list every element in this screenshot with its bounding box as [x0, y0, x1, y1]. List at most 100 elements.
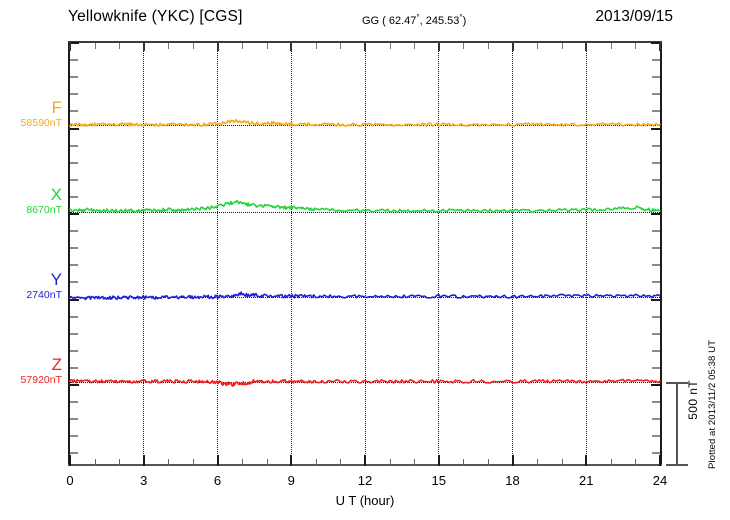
- y-tick-right-8: [652, 178, 660, 181]
- x-tick-top-23: [635, 43, 637, 49]
- x-tick-22: [610, 459, 612, 466]
- x-tick-top-19: [537, 43, 539, 49]
- y-tick-left-24: [70, 452, 78, 455]
- scale-bar-stem: [676, 382, 678, 466]
- x-tick-24: [659, 455, 661, 466]
- scale-bar-label: 500 nT: [686, 380, 700, 420]
- component-letter-z: Z: [51, 355, 62, 374]
- y-tick-left-5: [70, 127, 79, 130]
- x-tick-5: [192, 459, 194, 466]
- y-tick-left-17: [70, 332, 78, 335]
- coords-mid: , 245.53: [419, 15, 460, 27]
- plotted-at-stamp: Plotted at 2013/11/2 05:38 UT: [707, 340, 718, 469]
- gridline-hour-15: [438, 43, 440, 464]
- y-tick-left-1: [70, 59, 78, 62]
- y-tick-right-4: [652, 110, 660, 113]
- component-label-y: Y 2740nT: [0, 271, 62, 302]
- x-tick-3: [142, 455, 145, 466]
- x-tick-label-3: 3: [140, 473, 148, 488]
- x-tick-top-24: [659, 43, 661, 51]
- component-value-z: 57920nT: [20, 374, 62, 386]
- baseline-z: [70, 382, 660, 383]
- component-value-x: 8670nT: [26, 204, 62, 216]
- y-tick-right-12: [652, 247, 660, 250]
- page-title: Yellowknife (YKC) [CGS]: [68, 8, 243, 25]
- y-tick-left-4: [70, 110, 78, 113]
- y-tick-right-10: [651, 213, 660, 215]
- y-tick-left-3: [70, 93, 78, 96]
- x-tick-top-11: [340, 43, 342, 49]
- baseline-f: [70, 125, 660, 126]
- y-tick-right-19: [652, 366, 660, 369]
- gridline-hour-3: [143, 43, 145, 464]
- component-value-f: 58590nT: [20, 117, 62, 129]
- x-tick-top-4: [168, 43, 170, 49]
- y-tick-right-7: [652, 161, 660, 164]
- y-tick-left-21: [70, 401, 78, 404]
- y-tick-left-9: [70, 195, 78, 198]
- y-tick-left-6: [70, 144, 78, 147]
- y-tick-left-14: [70, 281, 78, 284]
- x-tick-2: [119, 459, 121, 466]
- y-tick-left-7: [70, 161, 78, 164]
- component-label-x: X 8670nT: [0, 186, 62, 217]
- x-tick-top-13: [389, 43, 391, 49]
- x-tick-20: [561, 459, 563, 466]
- x-tick-top-5: [192, 43, 194, 49]
- gridline-hour-12: [364, 43, 367, 464]
- x-tick-top-1: [94, 43, 96, 49]
- y-tick-right-0: [651, 42, 660, 44]
- x-tick-top-18: [511, 43, 514, 51]
- y-tick-left-15: [70, 298, 79, 301]
- x-tick-top-6: [216, 43, 219, 51]
- x-tick-top-17: [487, 43, 489, 49]
- x-tick-13: [389, 459, 391, 466]
- x-tick-10: [315, 459, 317, 466]
- y-tick-left-2: [70, 76, 78, 79]
- x-tick-4: [168, 459, 170, 466]
- gridline-hour-18: [512, 43, 514, 464]
- x-tick-1: [94, 459, 96, 466]
- x-tick-label-12: 12: [357, 473, 373, 488]
- coords-suffix: ): [462, 15, 467, 27]
- x-tick-top-7: [242, 43, 244, 49]
- x-tick-19: [537, 459, 539, 466]
- x-tick-label-24: 24: [652, 473, 668, 488]
- x-tick-top-14: [414, 43, 416, 49]
- x-tick-top-16: [463, 43, 465, 49]
- x-tick-16: [463, 459, 465, 466]
- y-tick-right-1: [652, 59, 660, 62]
- y-tick-right-11: [652, 230, 660, 233]
- y-tick-left-0: [70, 42, 79, 44]
- trace-z: [69, 378, 661, 387]
- x-tick-6: [216, 455, 219, 466]
- x-tick-top-15: [437, 43, 440, 51]
- axis-spine-top: [68, 41, 662, 43]
- trace-group: [69, 118, 661, 387]
- baseline-x: [70, 212, 660, 213]
- x-tick-14: [414, 459, 416, 466]
- scale-bar: [666, 382, 688, 466]
- y-tick-left-19: [70, 366, 78, 369]
- scale-bar-cap-bottom: [666, 464, 688, 466]
- x-tick-23: [635, 459, 637, 466]
- x-tick-21: [585, 455, 588, 466]
- y-tick-right-16: [652, 315, 660, 318]
- x-tick-18: [511, 455, 514, 466]
- degree-symbol-lon: °: [459, 13, 463, 22]
- x-tick-7: [242, 459, 244, 466]
- y-tick-right-21: [652, 401, 660, 404]
- x-tick-11: [340, 459, 342, 466]
- trace-f: [69, 118, 661, 128]
- y-tick-right-5: [651, 127, 660, 130]
- y-tick-right-14: [652, 281, 660, 284]
- y-tick-right-9: [652, 195, 660, 198]
- y-tick-right-17: [652, 332, 660, 335]
- component-value-y: 2740nT: [26, 289, 62, 301]
- plot-area: 0 3 6 9 12 15 18 21 24 U T (hour): [66, 41, 667, 508]
- y-tick-right-6: [652, 144, 660, 147]
- component-letter-f: F: [51, 98, 62, 117]
- axis-spine-left: [68, 41, 70, 466]
- y-tick-right-2: [652, 76, 660, 79]
- x-tick-12: [364, 455, 366, 466]
